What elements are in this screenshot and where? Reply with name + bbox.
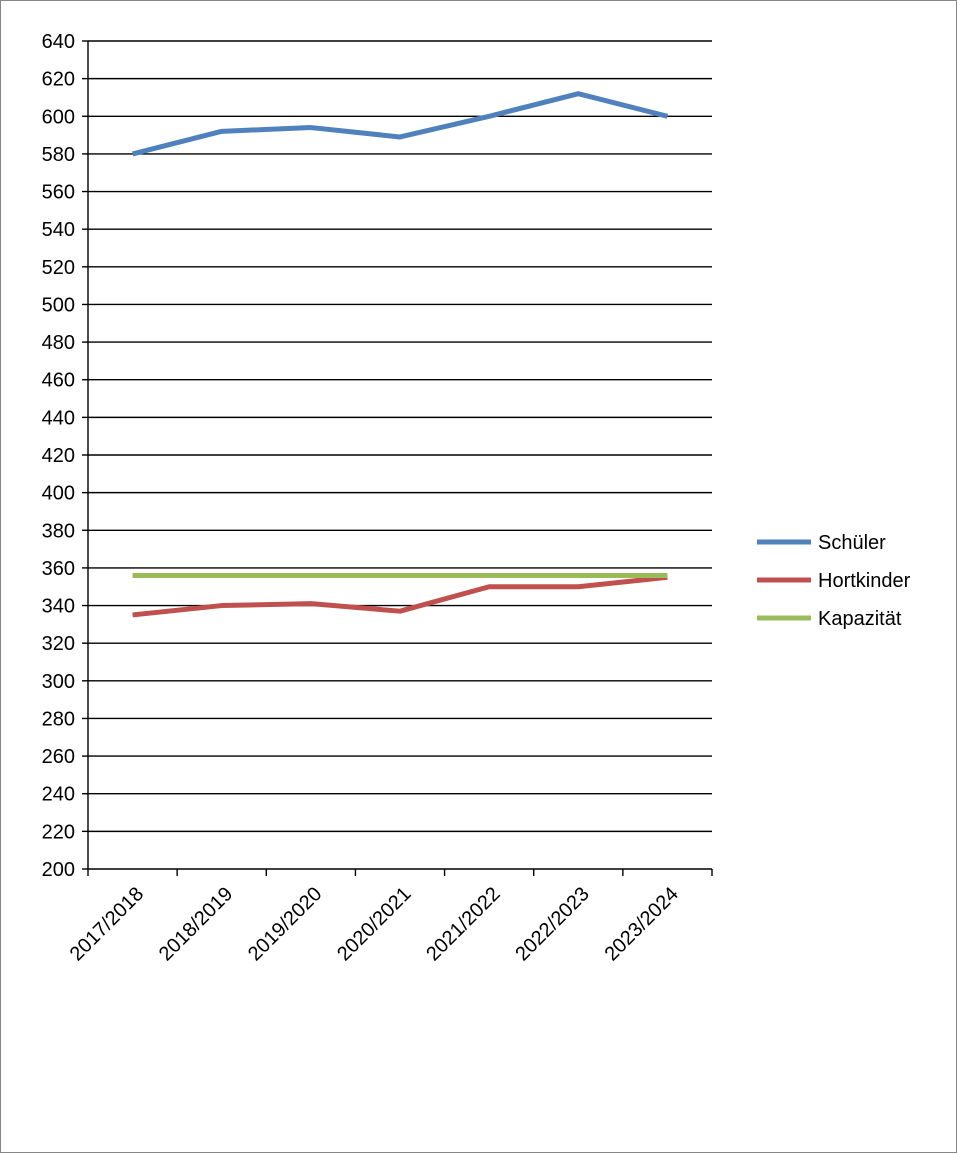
y-tick-label: 220 — [42, 821, 75, 843]
y-tick-label: 540 — [42, 219, 75, 241]
series-lines — [131, 91, 669, 618]
y-tick-label: 380 — [42, 520, 75, 542]
x-tick-label: 2022/2023 — [511, 883, 593, 965]
y-tick-label: 440 — [42, 407, 75, 429]
x-tick-label: 2017/2018 — [66, 883, 148, 965]
x-tick-label: 2018/2019 — [155, 883, 237, 965]
y-tick-label: 260 — [42, 746, 75, 768]
y-tick-label: 600 — [42, 106, 75, 128]
gridlines — [88, 40, 712, 833]
y-tick-label: 240 — [42, 784, 75, 806]
y-tick-label: 520 — [42, 257, 75, 279]
y-tick-label: 580 — [42, 144, 75, 166]
y-tick-label: 360 — [42, 558, 75, 580]
y-tick-label: 300 — [42, 671, 75, 693]
y-tick-label: 480 — [42, 332, 75, 354]
legend-label: Schüler — [818, 532, 886, 554]
x-tick-label: 2020/2021 — [333, 883, 415, 965]
legend: Schüler Hortkinder Kapazität — [757, 532, 911, 630]
x-tick-label: 2023/2024 — [601, 883, 683, 965]
legend-label: Hortkinder — [818, 570, 911, 592]
x-tick-label: 2019/2020 — [244, 883, 326, 965]
series-line-2 — [132, 574, 668, 618]
y-tick-label: 400 — [42, 483, 75, 505]
y-tick-label: 460 — [42, 370, 75, 392]
y-tick-label: 340 — [42, 596, 75, 618]
y-tick-label: 420 — [42, 445, 75, 467]
y-tick-label: 560 — [42, 182, 75, 204]
y-tick-label: 200 — [42, 859, 75, 881]
y-tick-label: 280 — [42, 708, 75, 730]
axes: 200 220 240 260 280 300 320 340 360 380 400 420 440 4… — [42, 31, 713, 965]
y-tick-label: 620 — [42, 69, 75, 91]
legend-label: Kapazität — [818, 608, 902, 630]
y-tick-label: 320 — [42, 633, 75, 655]
series-line-1 — [131, 91, 669, 157]
x-tick-label: 2021/2022 — [422, 883, 504, 965]
y-tick-label: 500 — [42, 294, 75, 316]
y-tick-label: 640 — [42, 31, 75, 53]
